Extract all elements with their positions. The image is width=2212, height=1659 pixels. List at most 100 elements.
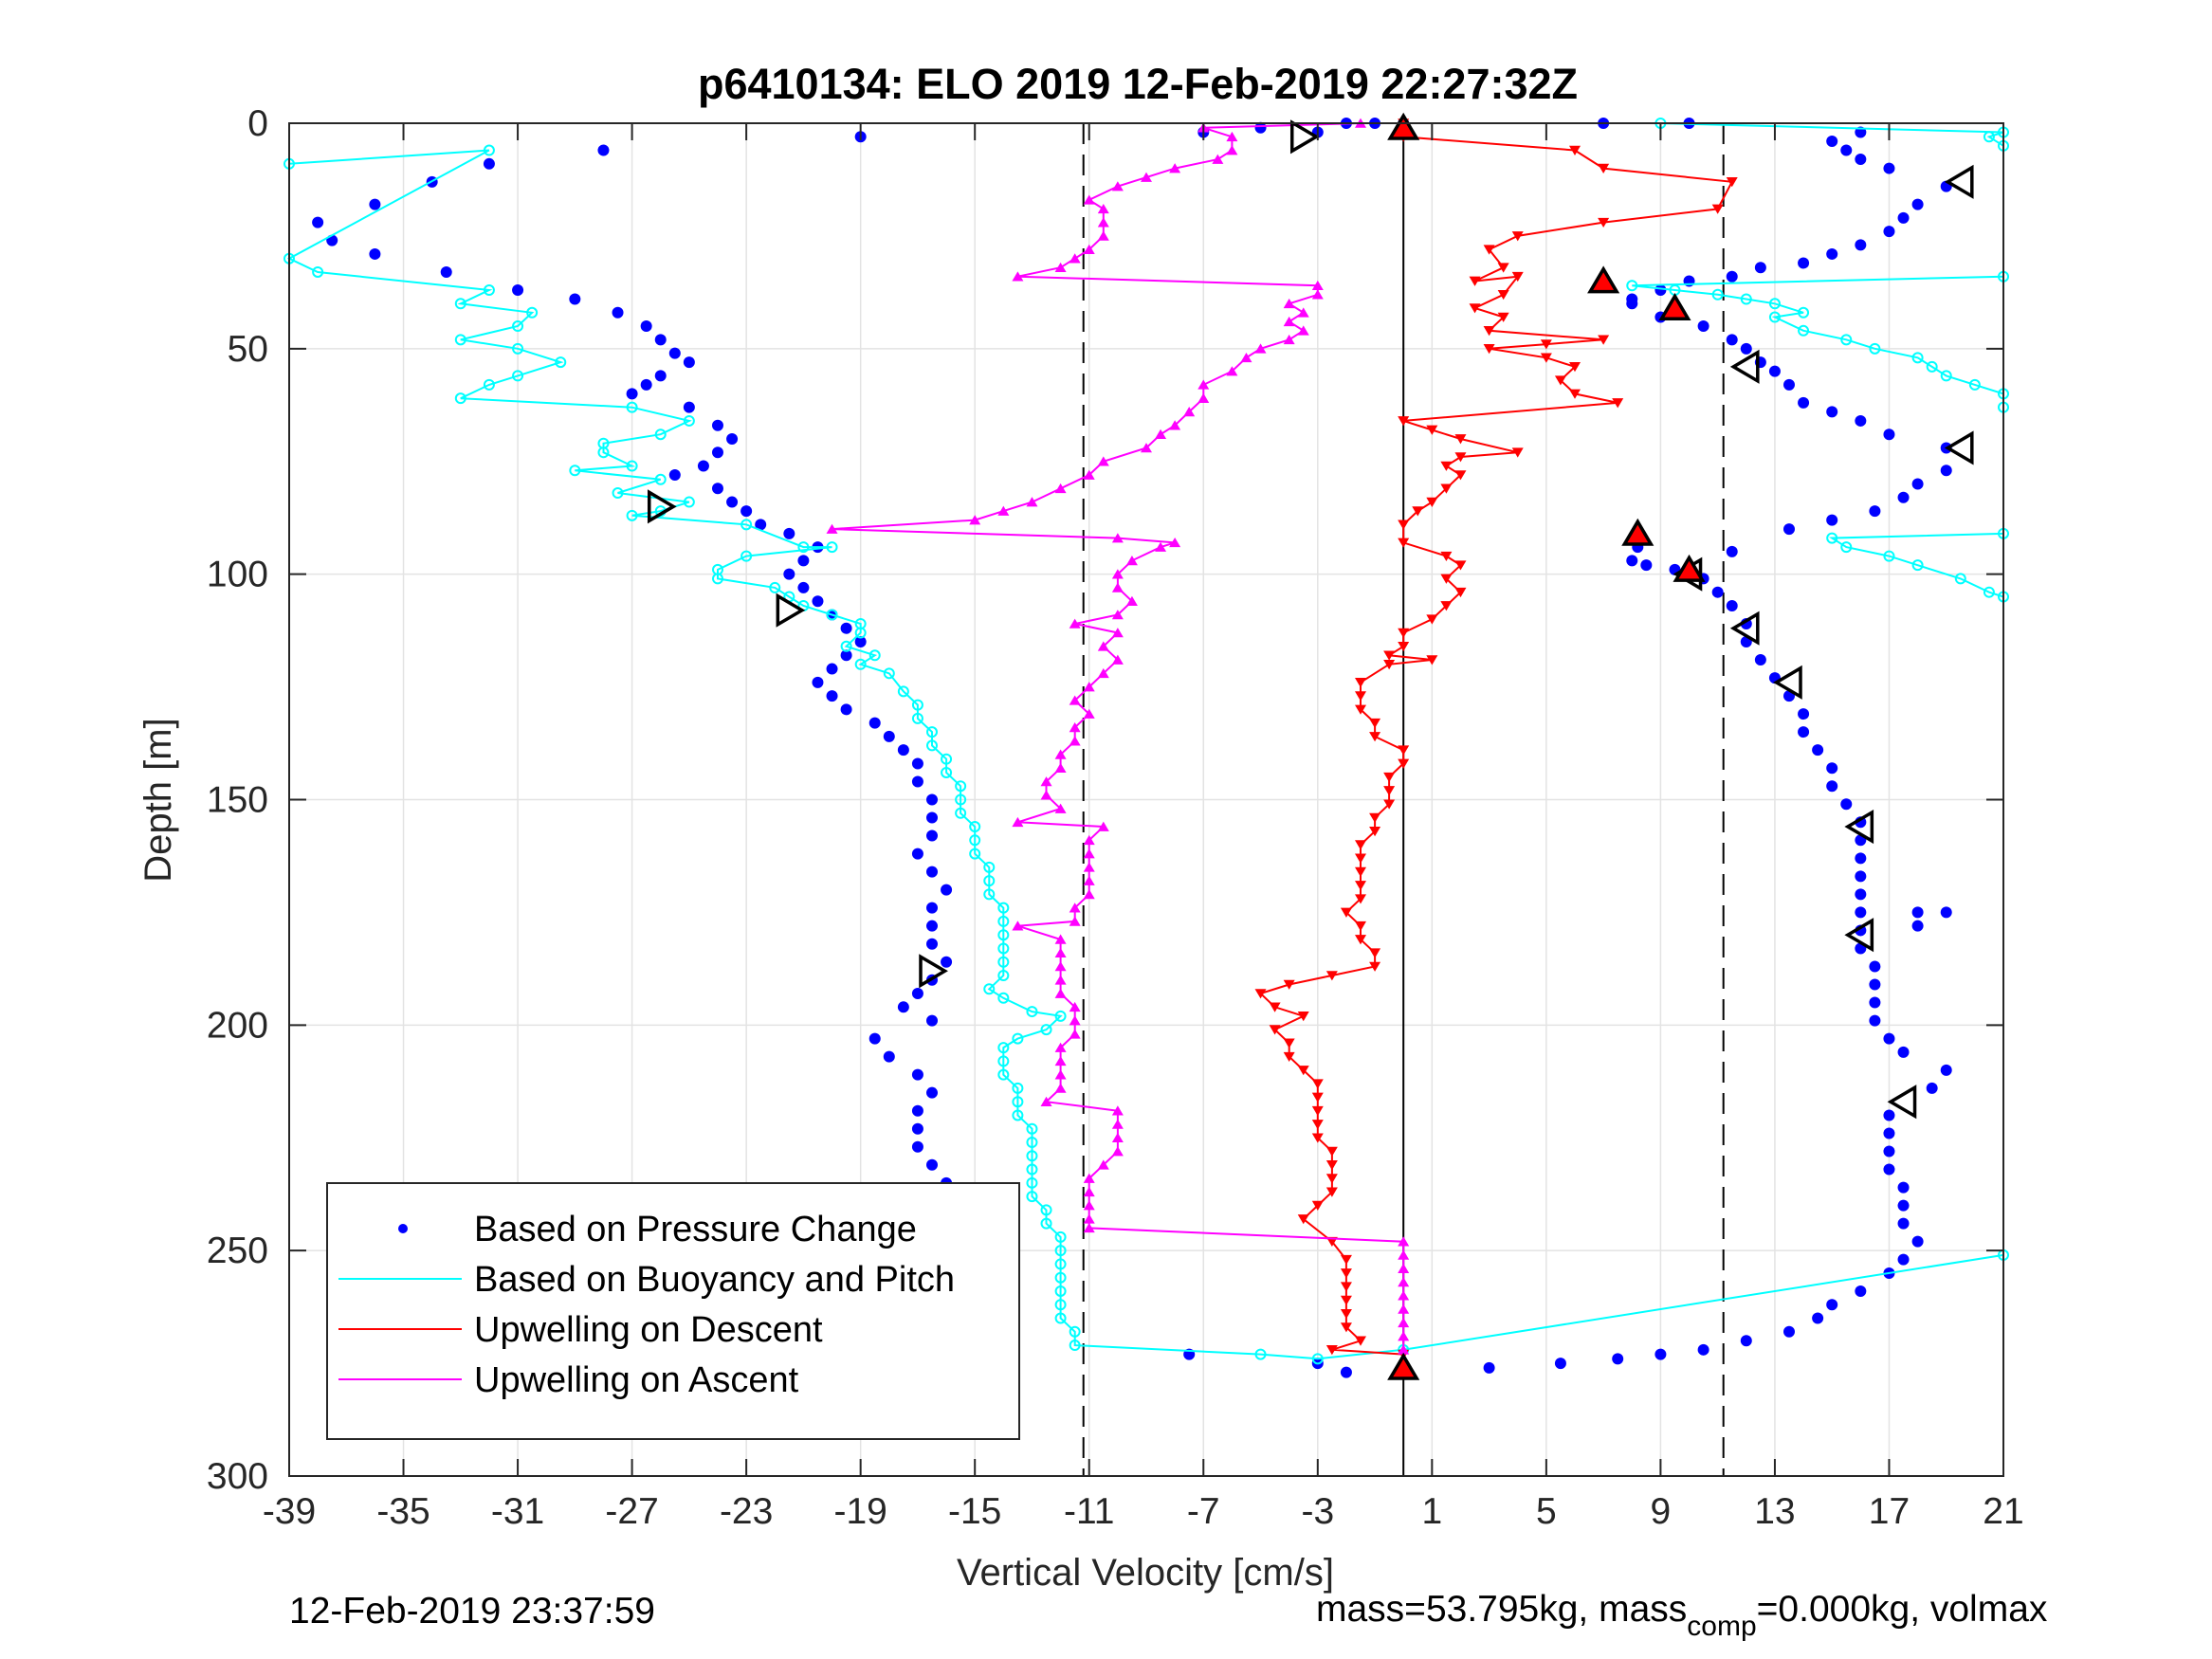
pressure-point (612, 306, 624, 319)
legend-label: Based on Pressure Change (474, 1210, 917, 1249)
pressure-point (1911, 920, 1924, 932)
buoyancy-point (1040, 1204, 1052, 1216)
pressure-point (911, 757, 923, 770)
x-tick-label: -39 (263, 1491, 316, 1532)
ascent-point (1054, 934, 1067, 944)
pressure-point (1869, 505, 1881, 518)
ascent-point (1069, 916, 1081, 926)
buoyancy-point (654, 473, 667, 485)
buoyancy-point (1840, 541, 1853, 554)
descent-point (1569, 145, 1581, 155)
ascent-point (1197, 379, 1210, 390)
pressure-point (440, 265, 452, 278)
buoyancy-point (683, 414, 695, 427)
buoyancy-point (997, 1055, 1010, 1067)
buoyancy-point (1054, 1271, 1067, 1284)
pressure-point (840, 622, 852, 634)
pressure-point (654, 370, 667, 382)
ascent-point (1297, 307, 1309, 318)
buoyancy-line (1660, 122, 2004, 147)
buoyancy-line (1632, 275, 2004, 408)
legend-label: Based on Buoyancy and Pitch (474, 1260, 955, 1300)
pressure-point (926, 1086, 938, 1099)
pressure-point (597, 144, 610, 156)
pressure-point (312, 216, 324, 228)
ascent-point (1097, 203, 1109, 214)
descent-point (1426, 655, 1438, 665)
pressure-point (1726, 334, 1738, 346)
ascent-point (1083, 848, 1095, 859)
pressure-point (1940, 1064, 1952, 1076)
descent-point (1497, 289, 1509, 301)
pressure-point (1869, 960, 1881, 973)
descent-point (1711, 204, 1724, 214)
buoyancy-point (1040, 1217, 1052, 1230)
pressure-point (1783, 378, 1795, 391)
ascent-point (1054, 1069, 1067, 1080)
pressure-point (1783, 1325, 1795, 1338)
pressure-point (840, 649, 852, 662)
pressure-point (1883, 162, 1895, 174)
ascent-point (1398, 1344, 1410, 1355)
buoyancy-point (1054, 1285, 1067, 1297)
ascent-point (1169, 537, 1181, 548)
pressure-point (1883, 1109, 1895, 1121)
descent-point (1398, 538, 1410, 548)
ascent-point (1083, 244, 1095, 254)
ascent-point (1141, 172, 1152, 182)
buoyancy-point (1069, 1340, 1081, 1352)
pressure-point (1754, 654, 1766, 666)
buoyancy-point (654, 428, 667, 441)
ascent-point (1398, 1263, 1410, 1273)
buoyancy-point (1968, 378, 1981, 391)
buoyancy-point (983, 888, 996, 901)
ascent-point (1083, 1173, 1095, 1183)
pressure-point (797, 581, 810, 593)
buoyancy-point (483, 378, 495, 391)
ascent-point (1069, 253, 1081, 264)
y-tick-label: 200 (207, 1005, 268, 1046)
legend-box (326, 1182, 1020, 1440)
ascent-point (1054, 762, 1067, 774)
pressure-point (1869, 1014, 1881, 1027)
ascent-point (826, 523, 838, 534)
buoyancy-point (1869, 342, 1881, 355)
pressure-point (926, 920, 938, 932)
pressure-point (1826, 514, 1838, 526)
ascent-point (1398, 1317, 1410, 1328)
descent-point (1325, 1345, 1338, 1356)
pressure-point (840, 703, 852, 716)
ascent-point (1097, 821, 1109, 831)
buoyancy-point (626, 401, 638, 413)
x-tick-label: -3 (1301, 1491, 1334, 1532)
ascent-point (1111, 610, 1124, 620)
pressure-point (812, 595, 824, 608)
buoyancy-point (1012, 1109, 1024, 1121)
open-triangle-marker (1729, 611, 1760, 646)
pressure-point (483, 157, 495, 170)
pressure-point (1926, 1082, 1938, 1094)
descent-point (1355, 840, 1366, 850)
descent-point (1340, 1308, 1352, 1320)
y-tick-label: 50 (228, 329, 268, 370)
ascent-point (1083, 1213, 1095, 1224)
buoyancy-point (941, 753, 953, 765)
descent-point (1398, 416, 1410, 427)
pressure-point (654, 334, 667, 346)
buoyancy-point (1026, 1163, 1038, 1176)
pressure-point (1697, 1343, 1709, 1356)
pressure-point (941, 884, 953, 896)
pressure-point (1855, 906, 1867, 919)
buoyancy-point (1940, 370, 1952, 382)
open-triangle-marker (647, 489, 677, 524)
pressure-point (868, 717, 881, 729)
pressure-point (911, 1068, 923, 1081)
buoyancy-point (1911, 352, 1924, 364)
highlight-triangle-marker (1658, 292, 1691, 320)
buoyancy-point (1826, 532, 1838, 544)
open-triangle-marker (776, 592, 806, 628)
ascent-point (1297, 325, 1309, 336)
ascent-point (1083, 875, 1095, 885)
descent-point (1483, 245, 1495, 255)
pressure-point (1654, 283, 1667, 296)
